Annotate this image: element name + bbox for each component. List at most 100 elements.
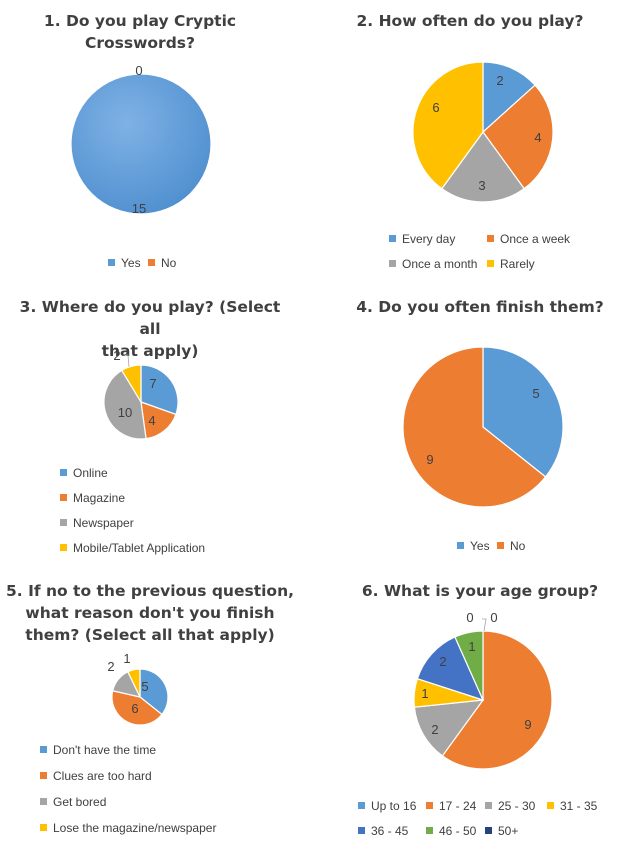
legend-label: 31 - 35	[560, 799, 598, 813]
chart-2-title: 2. How often do you play?	[320, 10, 620, 32]
chart-3-slice-4	[120, 364, 142, 405]
legend-swatch	[40, 824, 47, 831]
legend-label: Once a month	[402, 257, 478, 271]
chart-4-data-label-1: 5	[532, 386, 539, 401]
legend-label: 50+	[498, 824, 519, 838]
chart-6-legend-item-4: 31 - 35	[547, 799, 597, 813]
chart-5-legend-item-2: Clues are too hard	[40, 769, 152, 783]
legend-label: 36 - 45	[371, 824, 409, 838]
chart-6-data-label-4: 1	[421, 686, 428, 701]
chart-6-legend-item-7: 50+	[485, 824, 518, 838]
chart-3-data-label-1: 7	[149, 376, 156, 391]
chart-2-slice-2	[482, 84, 554, 190]
legend-swatch	[40, 798, 47, 805]
legend-swatch	[426, 802, 433, 809]
chart-2-data-label-3: 3	[478, 178, 485, 193]
legend-swatch	[40, 772, 47, 779]
legend-label: No	[161, 256, 177, 270]
chart-3-title-line-2: that apply)	[101, 342, 199, 360]
chart-3-title: 3. Where do you play? (Select all that a…	[10, 296, 290, 362]
chart-3-title-line-1: 3. Where do you play? (Select all	[19, 298, 281, 338]
legend-label: 17 - 24	[439, 799, 477, 813]
chart-6-slice-6	[454, 630, 484, 701]
legend-label: Don't have the time	[53, 743, 157, 757]
legend-swatch	[457, 542, 464, 549]
chart-5-slices	[111, 668, 169, 726]
chart-6-data-label-1: 0	[466, 610, 473, 625]
chart-3-legend-item-3: Newspaper	[60, 516, 134, 530]
chart-3-slice-1	[140, 364, 179, 416]
legend-label: Once a week	[500, 232, 571, 246]
legend-label: 46 - 50	[439, 824, 477, 838]
legend-swatch	[389, 260, 396, 267]
chart-2-data-label-2: 4	[534, 130, 541, 145]
legend-label: Online	[73, 466, 108, 480]
chart-1-legend-item-2: No	[148, 256, 176, 270]
chart-1-title-line-1: 1. Do you play Cryptic	[43, 12, 237, 30]
chart-6-slice-2	[441, 630, 553, 770]
chart-5-data-label-2: 6	[131, 701, 138, 716]
legend-label: 25 - 30	[498, 799, 536, 813]
chart-6-legend-item-5: 36 - 45	[358, 824, 408, 838]
chart-5-legend-item-4: Lose the magazine/newspaper	[40, 821, 216, 835]
chart-5-data-label-3: 2	[107, 659, 114, 674]
chart-4-data-label-2: 9	[426, 452, 433, 467]
chart-5-data-label-4: 1	[123, 651, 130, 666]
chart-2-legend-item-3: Once a month	[389, 257, 477, 271]
chart-6-title-line-1: 6. What is your age group?	[361, 582, 599, 600]
chart-6-slice-5	[416, 636, 485, 701]
chart-6-panel: 6. What is your age group?	[330, 580, 620, 620]
chart-3-data-label-2: 4	[148, 413, 155, 428]
chart-3-panel: 3. Where do you play? (Select all that a…	[10, 296, 290, 566]
legend-swatch	[426, 827, 433, 834]
chart-5-panel: 5. If no to the previous question, what …	[0, 580, 300, 660]
chart-4-title: 4. Do you often finish them?	[330, 296, 620, 318]
chart-6-slice-3	[413, 699, 485, 757]
chart-2-slice-3	[441, 130, 525, 203]
chart-6-data-label-2: 9	[524, 717, 531, 732]
chart-6-legend-item-3: 25 - 30	[485, 799, 535, 813]
chart-4-legend-item-1: Yes	[457, 539, 490, 553]
chart-5-legend-item-3: Get bored	[40, 795, 106, 809]
legend-swatch	[487, 260, 494, 267]
legend-label: Get bored	[53, 795, 107, 809]
legend-label: Magazine	[73, 491, 126, 505]
chart-6-legend-item-6: 46 - 50	[426, 824, 476, 838]
chart-4-slice-1	[482, 346, 564, 478]
chart-2-legend-item-1: Every day	[389, 232, 455, 246]
legend-label: Clues are too hard	[53, 769, 152, 783]
chart-4-legend-item-2: No	[497, 539, 525, 553]
chart-2-title-line-1: 2. How often do you play?	[356, 12, 584, 30]
legend-swatch	[485, 827, 492, 834]
chart-3-legend-item-1: Online	[60, 466, 108, 480]
legend-label: Newspaper	[73, 516, 134, 530]
chart-5-slice-2	[111, 690, 163, 726]
chart-6-data-label-3: 2	[431, 722, 438, 737]
legend-swatch	[108, 259, 115, 266]
legend-label: Lose the magazine/newspaper	[53, 821, 217, 835]
chart-6-legend-item-1: Up to 16	[358, 799, 416, 813]
chart-1-legend-item-1: Yes	[108, 256, 141, 270]
chart-3-leader-line-1	[123, 354, 130, 368]
legend-swatch	[60, 544, 67, 551]
legend-label: No	[510, 539, 526, 553]
chart-5-data-label-1: 5	[141, 679, 148, 694]
chart-2-data-label-4: 6	[432, 100, 439, 115]
chart-5-title-line-3: them? (Select all that apply)	[25, 626, 275, 644]
chart-1-data-label-1: 15	[132, 201, 146, 216]
chart-5-title-line-1: 5. If no to the previous question,	[6, 582, 294, 600]
legend-label: Every day	[402, 232, 456, 246]
chart-1-slice-1	[70, 73, 212, 215]
chart-6-leader-line-2	[482, 618, 487, 632]
chart-4-panel: 4. Do you often finish them?	[330, 296, 620, 566]
legend-swatch	[358, 802, 365, 809]
chart-6-title: 6. What is your age group?	[330, 580, 620, 602]
chart-3-data-label-4: 2	[113, 348, 120, 363]
chart-2-data-label-1: 2	[496, 73, 503, 88]
chart-2-slice-1	[482, 61, 536, 134]
legend-label: Yes	[470, 539, 490, 553]
chart-3-slices	[103, 364, 179, 440]
chart-3-legend-item-2: Magazine	[60, 491, 125, 505]
chart-6-slices	[413, 630, 553, 770]
